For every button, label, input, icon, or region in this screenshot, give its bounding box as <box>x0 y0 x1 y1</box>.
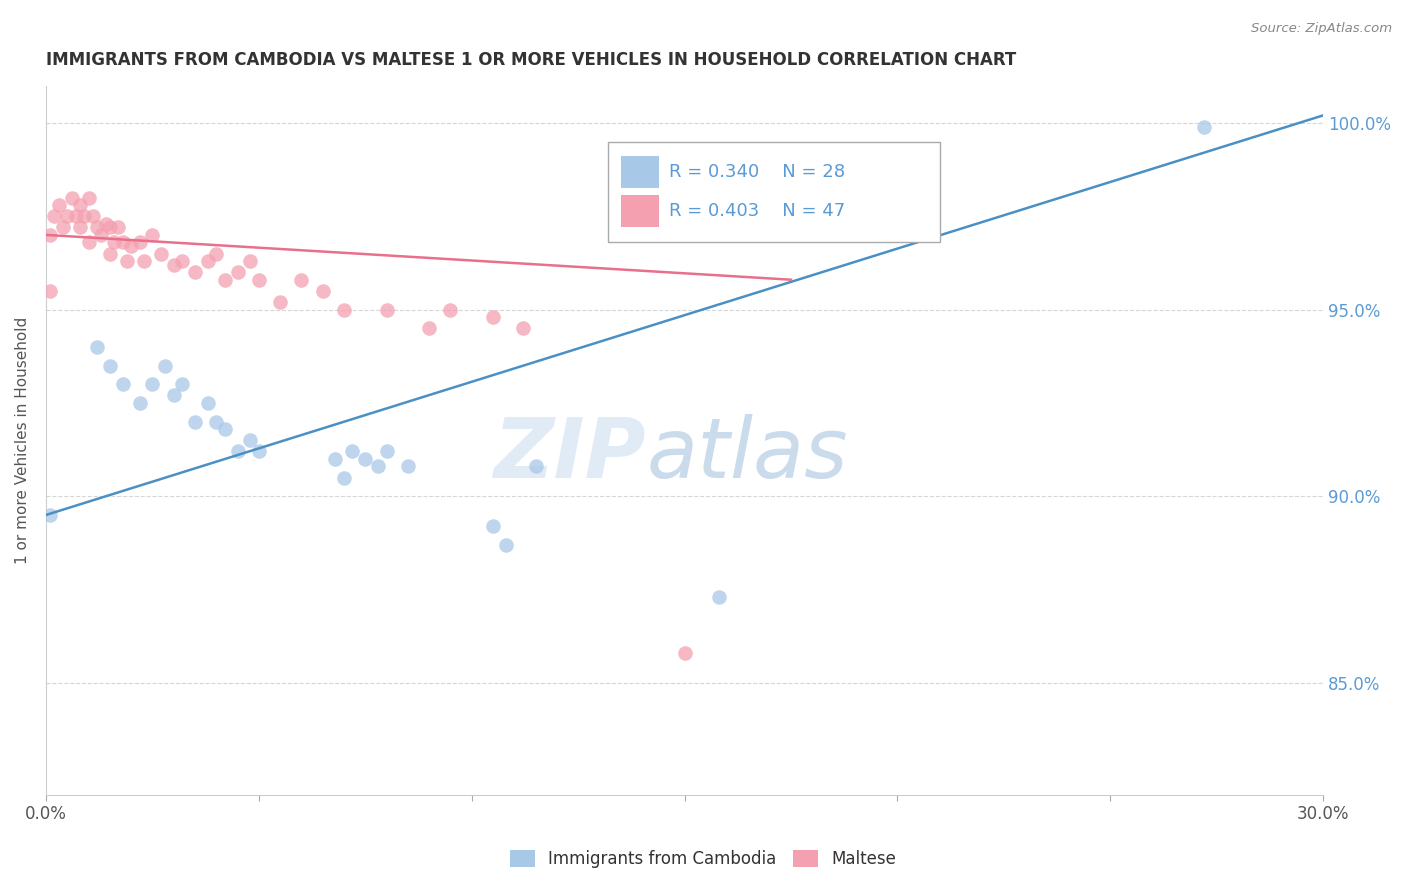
Point <box>512 321 534 335</box>
Point <box>128 235 150 250</box>
Point <box>396 459 419 474</box>
Point <box>98 359 121 373</box>
Point <box>141 227 163 242</box>
Point <box>375 444 398 458</box>
Point <box>107 220 129 235</box>
Point <box>39 227 62 242</box>
Point <box>239 254 262 268</box>
Point <box>312 284 335 298</box>
Point <box>197 396 219 410</box>
Point <box>354 452 377 467</box>
Point <box>342 444 364 458</box>
Point <box>39 508 62 522</box>
Point <box>90 227 112 242</box>
Point <box>52 220 75 235</box>
Text: R = 0.403    N = 47: R = 0.403 N = 47 <box>669 202 845 220</box>
Point <box>707 590 730 604</box>
Point <box>269 295 291 310</box>
Point <box>77 235 100 250</box>
Point <box>39 284 62 298</box>
Point <box>44 209 66 223</box>
Point <box>247 273 270 287</box>
Point <box>65 209 87 223</box>
Point <box>153 359 176 373</box>
Point <box>375 302 398 317</box>
Point <box>226 444 249 458</box>
Point <box>132 254 155 268</box>
Point <box>141 377 163 392</box>
Point <box>56 209 79 223</box>
Point <box>439 302 461 317</box>
Legend: Immigrants from Cambodia, Maltese: Immigrants from Cambodia, Maltese <box>503 843 903 875</box>
Point <box>290 273 312 287</box>
Y-axis label: 1 or more Vehicles in Household: 1 or more Vehicles in Household <box>15 317 30 564</box>
Point <box>69 198 91 212</box>
Text: atlas: atlas <box>647 414 848 495</box>
Point <box>98 220 121 235</box>
Bar <box>620 156 659 188</box>
Point <box>172 254 194 268</box>
Point <box>333 302 356 317</box>
Text: IMMIGRANTS FROM CAMBODIA VS MALTESE 1 OR MORE VEHICLES IN HOUSEHOLD CORRELATION : IMMIGRANTS FROM CAMBODIA VS MALTESE 1 OR… <box>46 51 1017 69</box>
Point <box>48 198 70 212</box>
Point <box>367 459 389 474</box>
Point <box>86 220 108 235</box>
Point <box>163 258 186 272</box>
Point <box>214 273 236 287</box>
Point <box>214 422 236 436</box>
Point <box>239 434 262 448</box>
Point <box>77 190 100 204</box>
Point <box>205 415 228 429</box>
Point <box>197 254 219 268</box>
Point <box>163 388 186 402</box>
Point <box>111 235 134 250</box>
Text: Source: ZipAtlas.com: Source: ZipAtlas.com <box>1251 22 1392 36</box>
Point <box>128 396 150 410</box>
Point <box>1192 120 1215 134</box>
Point <box>98 246 121 260</box>
Point <box>94 217 117 231</box>
Point <box>115 254 138 268</box>
Point <box>482 519 505 533</box>
Point <box>120 239 142 253</box>
Point <box>69 220 91 235</box>
Point <box>184 415 207 429</box>
Bar <box>607 143 941 242</box>
Point <box>247 444 270 458</box>
Bar <box>620 195 659 227</box>
Point <box>111 377 134 392</box>
Point <box>172 377 194 392</box>
Text: ZIP: ZIP <box>494 414 647 495</box>
Point <box>86 340 108 354</box>
Point <box>325 452 347 467</box>
Point <box>333 470 356 484</box>
Point <box>495 538 517 552</box>
Point <box>103 235 125 250</box>
Point <box>149 246 172 260</box>
Text: R = 0.340    N = 28: R = 0.340 N = 28 <box>669 163 845 181</box>
Point <box>184 265 207 279</box>
Point <box>82 209 104 223</box>
Point <box>205 246 228 260</box>
Point <box>418 321 440 335</box>
Point <box>673 646 696 660</box>
Point <box>482 310 505 324</box>
Point <box>524 459 547 474</box>
Point <box>73 209 96 223</box>
Point <box>60 190 83 204</box>
Point <box>226 265 249 279</box>
